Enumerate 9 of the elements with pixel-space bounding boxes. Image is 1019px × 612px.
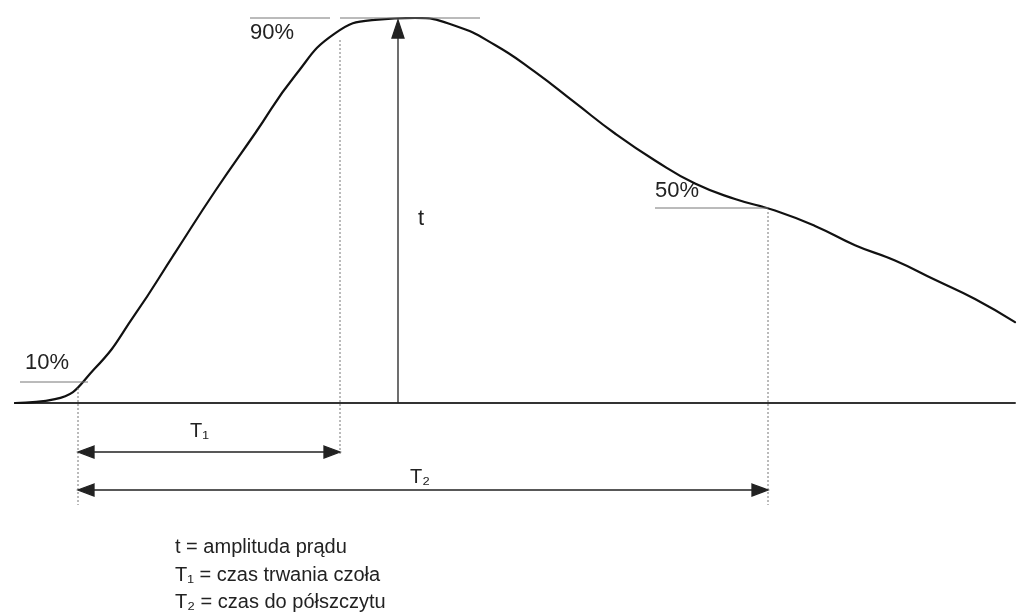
annotation: 90% (250, 18, 295, 44)
annotation: 10% (25, 348, 70, 374)
text: T₁ (190, 419, 210, 441)
annotation: t (418, 204, 425, 230)
text: T₁ = czas trwania czoła (175, 563, 382, 585)
text: T₂ (410, 465, 430, 487)
annotation: 50% (655, 176, 700, 202)
text: T₂ = czas do półszczytu (175, 590, 386, 612)
text: t = amplituda prądu (175, 535, 347, 557)
